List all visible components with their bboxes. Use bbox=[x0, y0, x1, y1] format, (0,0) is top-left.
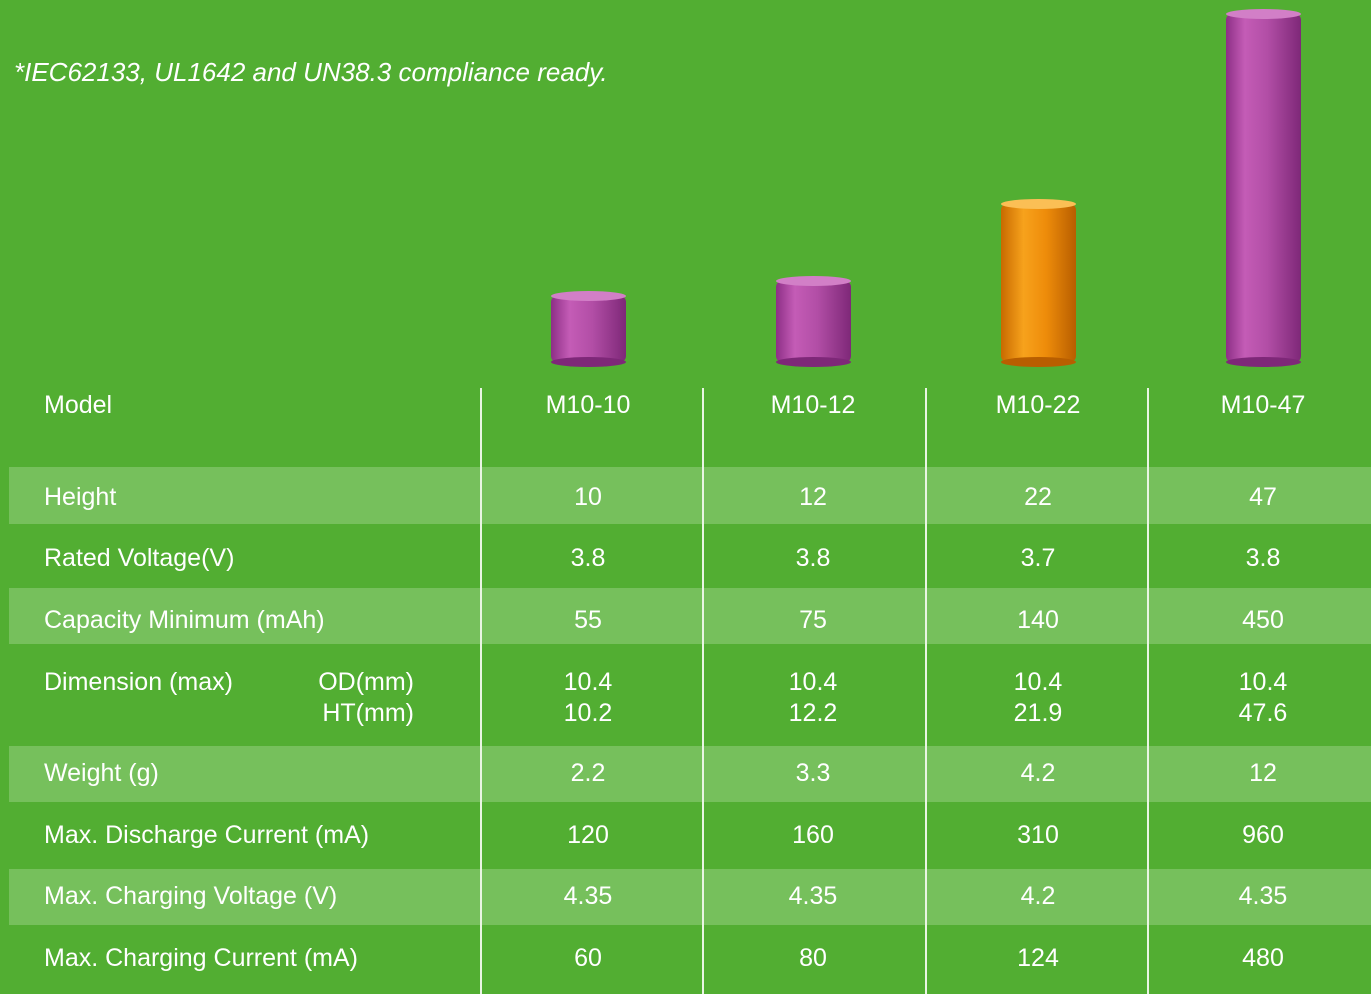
row-label: Dimension (max) bbox=[44, 668, 233, 696]
battery-illustrations bbox=[551, 9, 1301, 367]
cell-value: 55 bbox=[574, 606, 602, 634]
row-stripe bbox=[9, 869, 1371, 925]
cell-value: 10.4 bbox=[1238, 668, 1288, 696]
cell-value: 4.2 bbox=[1020, 759, 1056, 787]
column-header: M10-12 bbox=[770, 391, 856, 419]
cell-value: 22 bbox=[1024, 483, 1052, 511]
column-divider bbox=[925, 388, 927, 994]
cell-value: 75 bbox=[799, 606, 827, 634]
cell-value: 21.9 bbox=[1013, 699, 1063, 727]
cell-value: 80 bbox=[799, 944, 827, 972]
column-divider bbox=[702, 388, 704, 994]
column-header: M10-22 bbox=[995, 391, 1081, 419]
cell-value: 3.3 bbox=[795, 759, 831, 787]
cell-value: 47.6 bbox=[1238, 699, 1288, 727]
row-stripe bbox=[9, 467, 1371, 524]
row-label: Rated Voltage(V) bbox=[44, 544, 235, 572]
cell-value: 12 bbox=[1249, 759, 1277, 787]
cell-value: 960 bbox=[1242, 821, 1284, 849]
compliance-note: *IEC62133, UL1642 and UN38.3 compliance … bbox=[14, 57, 608, 87]
column-divider bbox=[480, 388, 482, 994]
row-label: Height bbox=[44, 483, 117, 511]
cell-value: 120 bbox=[567, 821, 609, 849]
row-label: Max. Charging Voltage (V) bbox=[44, 882, 338, 910]
cell-value: 3.8 bbox=[795, 544, 831, 572]
cell-value: 3.7 bbox=[1020, 544, 1056, 572]
cell-value: 4.35 bbox=[788, 882, 838, 910]
cell-value: 10.4 bbox=[1013, 668, 1063, 696]
header-label: Model bbox=[44, 391, 113, 419]
cell-value: 480 bbox=[1242, 944, 1284, 972]
cell-value: 140 bbox=[1017, 606, 1059, 634]
cell-value: 60 bbox=[574, 944, 602, 972]
row-stripe bbox=[9, 588, 1371, 644]
cell-value: 10.4 bbox=[563, 668, 613, 696]
row-label: Weight (g) bbox=[44, 759, 159, 787]
cell-value: 47 bbox=[1249, 483, 1277, 511]
row-sublabel: HT(mm) bbox=[322, 699, 414, 727]
cell-value: 310 bbox=[1017, 821, 1059, 849]
cell-value: 10.2 bbox=[563, 699, 613, 727]
row-label: Max. Discharge Current (mA) bbox=[44, 821, 370, 849]
row-sublabel: OD(mm) bbox=[318, 668, 414, 696]
cell-value: 10 bbox=[574, 483, 602, 511]
cell-value: 4.35 bbox=[563, 882, 613, 910]
cell-value: 3.8 bbox=[570, 544, 606, 572]
row-label: Capacity Minimum (mAh) bbox=[44, 606, 325, 634]
row-label: Max. Charging Current (mA) bbox=[44, 944, 358, 972]
column-header: M10-10 bbox=[545, 391, 631, 419]
cell-value: 4.35 bbox=[1238, 882, 1288, 910]
column-divider bbox=[1147, 388, 1149, 994]
cell-value: 124 bbox=[1017, 944, 1059, 972]
cell-value: 160 bbox=[792, 821, 834, 849]
cell-value: 450 bbox=[1242, 606, 1284, 634]
cell-value: 4.2 bbox=[1020, 882, 1056, 910]
cell-value: 2.2 bbox=[570, 759, 606, 787]
cell-value: 10.4 bbox=[788, 668, 838, 696]
battery bbox=[551, 291, 626, 367]
column-header: M10-47 bbox=[1220, 391, 1306, 419]
row-stripe bbox=[9, 746, 1371, 802]
battery bbox=[1001, 199, 1076, 367]
cell-value: 3.8 bbox=[1245, 544, 1281, 572]
battery bbox=[1226, 9, 1301, 367]
battery bbox=[776, 276, 851, 367]
cell-value: 12.2 bbox=[788, 699, 838, 727]
cell-value: 12 bbox=[799, 483, 827, 511]
